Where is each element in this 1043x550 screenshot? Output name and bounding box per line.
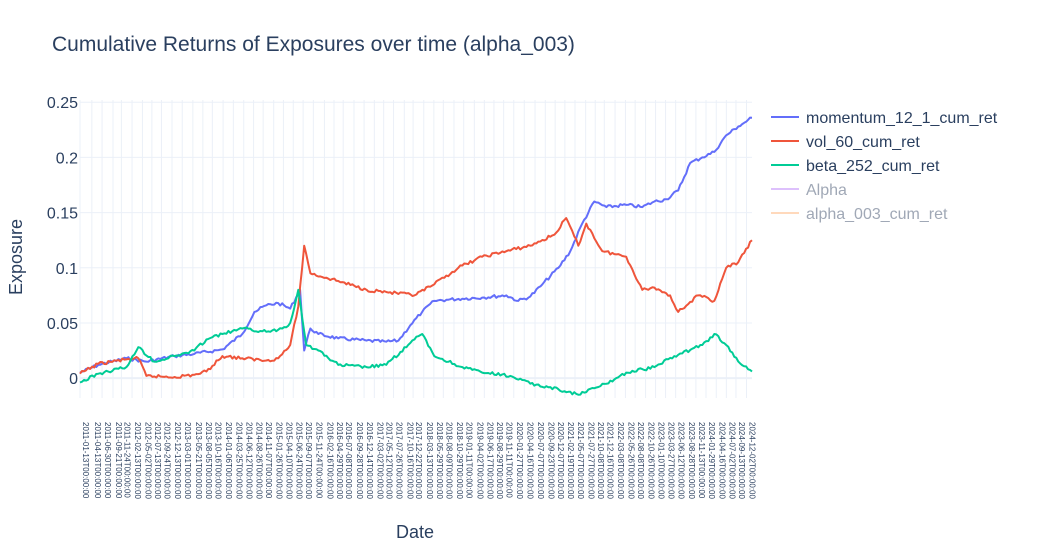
- x-tick-label: 2023-08-28T00:00:00: [687, 422, 696, 500]
- x-tick-label: 2012-12-13T00:00:00: [173, 422, 182, 500]
- y-axis-ticks: 0 0.05 0.1 0.15 0.2 0.25: [47, 95, 78, 388]
- y-tick-label: 0.15: [47, 206, 78, 223]
- x-tick-label: 2018-08-09T00:00:00: [444, 422, 453, 500]
- legend-item-alpha_003_cum_ret[interactable]: alpha_003_cum_ret: [806, 206, 948, 223]
- legend: momentum_12_1_cum_ret vol_60_cum_ret beta_…: [771, 110, 998, 223]
- series-line-vol_60_cum_ret: [79, 217, 753, 379]
- x-tick-label: 2019-11-11T00:00:00: [505, 422, 514, 498]
- x-tick-label: 2020-01-27T00:00:00: [515, 422, 524, 500]
- gridlines: [79, 100, 752, 398]
- x-tick-label: 2016-02-16T00:00:00: [325, 422, 334, 500]
- x-tick-label: 2013-10-16T00:00:00: [213, 422, 222, 500]
- x-tick-label: 2022-05-26T00:00:00: [626, 422, 635, 500]
- series-line-beta_252_cum_ret: [79, 288, 753, 396]
- x-tick-label: 2017-10-16T00:00:00: [405, 422, 414, 500]
- x-tick-label: 2018-03-13T00:00:00: [425, 422, 434, 500]
- x-tick-label: 2020-04-16T00:00:00: [525, 422, 534, 500]
- x-axis-title: Date: [396, 522, 434, 542]
- x-tick-label: 2016-04-29T00:00:00: [335, 422, 344, 500]
- x-tick-label: 2021-02-19T00:00:00: [566, 422, 575, 500]
- y-tick-label: 0.2: [56, 150, 78, 167]
- x-tick-label: 2021-12-16T00:00:00: [605, 422, 614, 500]
- y-tick-label: 0: [69, 371, 78, 388]
- x-tick-label: 2019-08-29T00:00:00: [495, 422, 504, 500]
- chart-title: Cumulative Returns of Exposures over tim…: [52, 33, 575, 56]
- x-tick-label: 2015-09-07T00:00:00: [304, 422, 313, 500]
- y-tick-label: 0.05: [47, 316, 78, 333]
- x-tick-label: 2011-01-13T00:00:00: [81, 422, 90, 499]
- x-tick-label: 2019-06-17T00:00:00: [485, 422, 494, 500]
- x-tick-label: 2021-05-07T00:00:00: [576, 422, 585, 500]
- x-tick-label: 2023-01-10T00:00:00: [657, 422, 666, 500]
- legend-item-momentum_12_1_cum_ret[interactable]: momentum_12_1_cum_ret: [806, 110, 998, 127]
- x-tick-label: 2014-03-25T00:00:00: [234, 422, 243, 500]
- x-tick-label: 2017-05-12T00:00:00: [385, 422, 394, 500]
- y-axis-title: Exposure: [6, 219, 26, 295]
- legend-item-vol_60_cum_ret[interactable]: vol_60_cum_ret: [806, 134, 920, 151]
- legend-item-Alpha[interactable]: Alpha: [806, 182, 847, 199]
- x-tick-label: 2019-04-02T00:00:00: [475, 422, 484, 500]
- x-tick-label: 2020-12-07T00:00:00: [556, 422, 565, 500]
- x-tick-label: 2021-07-27T00:00:00: [587, 422, 596, 500]
- x-tick-label: 2015-06-24T00:00:00: [294, 422, 303, 500]
- x-tick-label: 2019-01-11T00:00:00: [465, 422, 474, 499]
- x-tick-label: 2012-05-02T00:00:00: [143, 422, 152, 500]
- x-tick-label: 2023-03-27T00:00:00: [667, 422, 676, 500]
- x-tick-label: 2021-10-08T00:00:00: [596, 422, 605, 500]
- x-tick-label: 2017-07-26T00:00:00: [395, 422, 404, 500]
- x-tick-label: 2011-06-30T00:00:00: [103, 422, 112, 499]
- x-tick-label: 2011-04-13T00:00:00: [93, 422, 102, 499]
- x-tick-label: 2023-11-13T00:00:00: [697, 422, 706, 499]
- x-tick-label: 2022-10-26T00:00:00: [647, 422, 656, 500]
- series-layer: [79, 116, 753, 396]
- x-tick-label: 2012-09-24T00:00:00: [162, 422, 171, 500]
- x-tick-label: 2023-06-12T00:00:00: [677, 422, 686, 500]
- x-tick-label: 2015-04-10T00:00:00: [284, 422, 293, 500]
- x-tick-label: 2024-01-29T00:00:00: [707, 422, 716, 500]
- x-tick-label: 2014-06-12T00:00:00: [245, 422, 254, 500]
- x-tick-label: 2024-07-02T00:00:00: [727, 422, 736, 500]
- x-tick-label: 2013-03-01T00:00:00: [183, 422, 192, 500]
- legend-item-beta_252_cum_ret[interactable]: beta_252_cum_ret: [806, 158, 940, 175]
- x-tick-label: 2018-05-29T00:00:00: [435, 422, 444, 500]
- x-tick-label: 2020-09-23T00:00:00: [546, 422, 555, 500]
- x-tick-label: 2013-08-05T00:00:00: [204, 422, 213, 500]
- x-tick-label: 2024-09-13T00:00:00: [737, 422, 746, 500]
- x-tick-label: 2017-12-22T00:00:00: [414, 422, 423, 500]
- x-tick-label: 2014-11-07T00:00:00: [264, 422, 273, 499]
- x-tick-label: 2015-11-24T00:00:00: [314, 422, 323, 499]
- x-tick-label: 2012-02-13T00:00:00: [133, 422, 142, 500]
- x-tick-label: 2018-10-29T00:00:00: [455, 422, 464, 500]
- x-tick-label: 2011-11-24T00:00:00: [122, 422, 131, 498]
- y-tick-label: 0.25: [47, 95, 78, 112]
- x-tick-label: 2012-07-13T00:00:00: [153, 422, 162, 500]
- x-tick-label: 2014-01-06T00:00:00: [224, 422, 233, 500]
- x-tick-label: 2016-07-08T00:00:00: [344, 422, 353, 500]
- x-axis-ticks: 2011-01-13T00:00:00 2011-04-13T00:00:00 20…: [81, 422, 756, 500]
- x-tick-label: 2011-09-21T00:00:00: [114, 422, 123, 499]
- x-tick-label: 2016-09-28T00:00:00: [355, 422, 364, 500]
- y-tick-label: 0.1: [56, 261, 78, 278]
- x-tick-label: 2015-01-26T00:00:00: [275, 422, 284, 500]
- x-tick-label: 2024-04-16T00:00:00: [717, 422, 726, 500]
- x-tick-label: 2022-03-08T00:00:00: [616, 422, 625, 500]
- x-tick-label: 2022-08-08T00:00:00: [636, 422, 645, 500]
- x-tick-label: 2020-07-07T00:00:00: [536, 422, 545, 500]
- series-line-momentum_12_1_cum_ret: [79, 116, 753, 374]
- x-tick-label: 2017-03-02T00:00:00: [375, 422, 384, 500]
- x-tick-label: 2024-12-02T00:00:00: [747, 422, 756, 500]
- x-tick-label: 2014-08-26T00:00:00: [255, 422, 264, 500]
- x-tick-label: 2013-05-21T00:00:00: [194, 422, 203, 500]
- x-tick-label: 2016-12-14T00:00:00: [365, 422, 374, 500]
